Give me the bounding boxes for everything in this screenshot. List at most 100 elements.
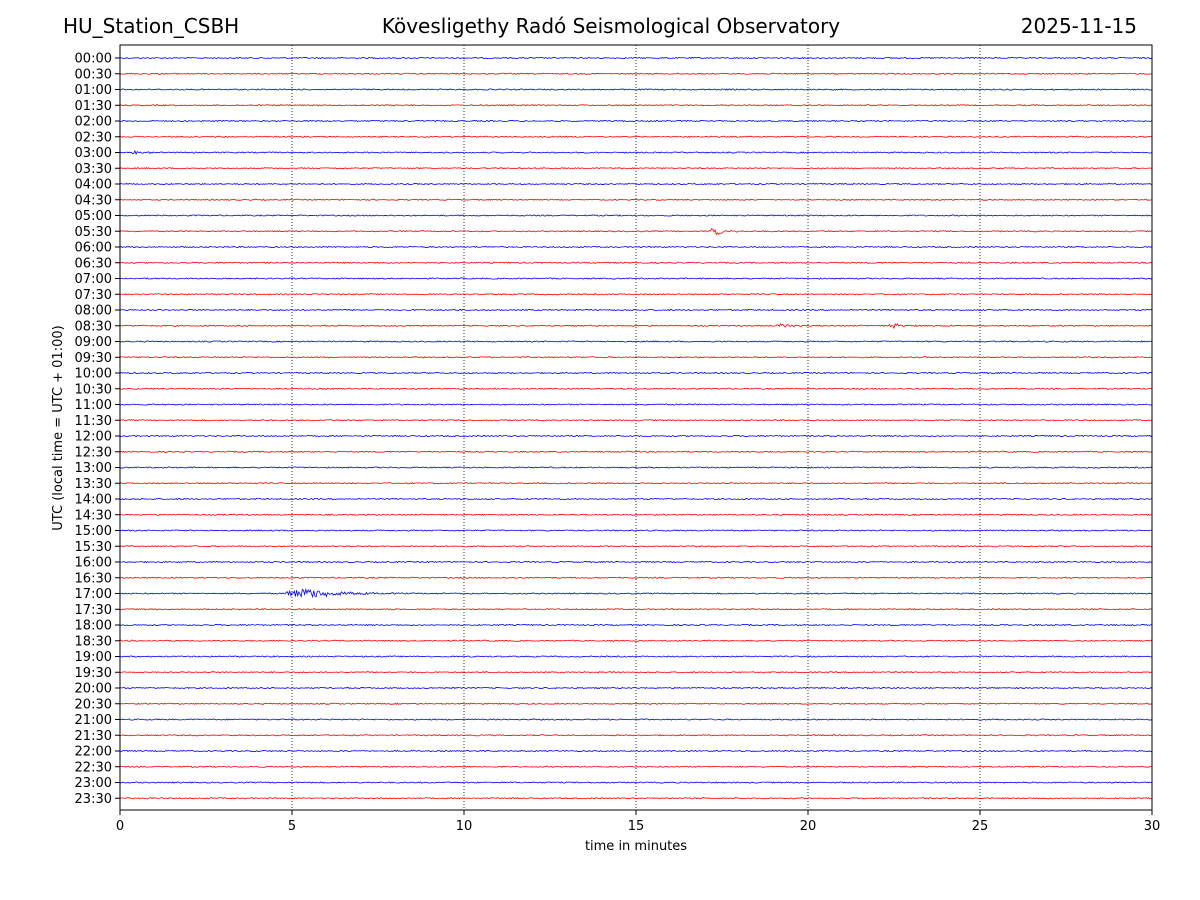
- trace-0630: [119, 261, 1153, 264]
- trace-1430: [119, 513, 1153, 516]
- y-tick-label: 20:30: [75, 697, 112, 712]
- trace-1730: [120, 608, 1153, 611]
- y-tick-label: 05:30: [75, 225, 112, 240]
- trace-1400: [119, 497, 1153, 501]
- y-axis-ticks: 00:0000:3001:0001:3002:0002:3003:0003:30…: [75, 52, 120, 807]
- trace-0230: [119, 135, 1153, 138]
- trace-0800: [119, 308, 1153, 312]
- trace-1130: [119, 419, 1153, 422]
- y-tick-label: 21:30: [75, 729, 112, 744]
- trace-0930: [119, 356, 1153, 359]
- trace-2030: [119, 702, 1153, 705]
- y-tick-label: 15:00: [75, 524, 112, 539]
- y-tick-label: 06:30: [75, 256, 112, 271]
- trace-0130: [119, 104, 1153, 107]
- trace-1630: [119, 576, 1153, 579]
- y-tick-label: 13:30: [75, 477, 112, 492]
- trace-1700: [119, 587, 1153, 599]
- trace-0900: [119, 340, 1153, 343]
- trace-0730: [119, 293, 1153, 296]
- x-axis-label: time in minutes: [585, 839, 687, 854]
- trace-2230: [119, 765, 1153, 768]
- trace-1830: [119, 639, 1153, 642]
- trace-1100: [119, 403, 1153, 406]
- y-tick-label: 06:00: [75, 241, 112, 256]
- y-tick-label: 17:00: [75, 587, 112, 602]
- trace-0600: [119, 245, 1153, 249]
- grid-lines: [291, 45, 981, 810]
- y-tick-label: 19:30: [75, 666, 112, 681]
- y-tick-label: 22:30: [75, 760, 112, 775]
- trace-0000: [119, 56, 1153, 60]
- y-tick-label: 16:00: [75, 556, 112, 571]
- trace-2330: [119, 797, 1153, 800]
- trace-1500: [119, 529, 1153, 532]
- y-tick-label: 01:00: [75, 83, 112, 98]
- y-tick-label: 21:00: [75, 713, 112, 728]
- trace-0530: [119, 228, 1153, 236]
- y-tick-label: 14:00: [75, 493, 112, 508]
- trace-1930: [119, 671, 1153, 674]
- chart-date: 2025-11-15: [1020, 14, 1137, 38]
- y-tick-label: 16:30: [75, 571, 112, 586]
- trace-0100: [119, 88, 1153, 91]
- y-tick-label: 15:30: [75, 540, 112, 555]
- y-tick-label: 09:00: [75, 335, 112, 350]
- y-tick-label: 03:30: [75, 162, 112, 177]
- x-tick-label: 25: [972, 819, 989, 834]
- y-tick-label: 01:30: [75, 99, 112, 114]
- x-tick-label: 10: [456, 819, 473, 834]
- trace-1530: [119, 545, 1153, 548]
- y-tick-label: 04:30: [75, 193, 112, 208]
- y-tick-label: 11:00: [75, 398, 112, 413]
- trace-1600: [119, 560, 1153, 564]
- y-tick-label: 17:30: [75, 603, 112, 618]
- x-tick-label: 15: [628, 819, 645, 834]
- trace-1900: [119, 655, 1153, 658]
- y-tick-label: 02:30: [75, 130, 112, 145]
- y-tick-label: 07:00: [75, 272, 112, 287]
- y-tick-label: 18:30: [75, 634, 112, 649]
- y-tick-label: 22:00: [75, 745, 112, 760]
- y-tick-label: 10:30: [75, 382, 112, 397]
- y-tick-label: 13:00: [75, 461, 112, 476]
- trace-0030: [119, 72, 1153, 75]
- y-tick-label: 19:00: [75, 650, 112, 665]
- y-tick-label: 11:30: [75, 414, 112, 429]
- y-tick-label: 04:00: [75, 178, 112, 193]
- trace-1330: [119, 482, 1153, 485]
- y-tick-label: 12:00: [75, 430, 112, 445]
- trace-1200: [119, 434, 1153, 438]
- y-tick-label: 08:00: [75, 304, 112, 319]
- trace-0200: [119, 119, 1153, 123]
- trace-0430: [119, 198, 1153, 201]
- trace-2130: [119, 734, 1153, 737]
- x-axis-ticks: 0 5 10 15 20 25 30: [116, 810, 1160, 834]
- station-name: HU_Station_CSBH: [63, 14, 240, 38]
- y-tick-label: 00:30: [75, 67, 112, 82]
- y-tick-label: 23:30: [75, 792, 112, 807]
- trace-2200: [119, 749, 1153, 753]
- y-tick-label: 12:30: [75, 445, 112, 460]
- trace-0330: [119, 167, 1153, 170]
- y-tick-label: 02:00: [75, 115, 112, 130]
- trace-1800: [119, 623, 1153, 627]
- chart-title: Kövesligethy Radó Seismological Observat…: [381, 14, 841, 38]
- trace-0700: [119, 277, 1153, 280]
- y-tick-label: 05:00: [75, 209, 112, 224]
- trace-0830: [119, 323, 1153, 330]
- y-tick-label: 00:00: [75, 52, 112, 67]
- trace-1300: [119, 466, 1153, 469]
- y-tick-label: 18:00: [75, 619, 112, 634]
- trace-2300: [119, 781, 1153, 784]
- y-axis-label: UTC (local time = UTC + 01:00): [51, 325, 66, 530]
- x-tick-label: 30: [1144, 819, 1161, 834]
- y-tick-label: 20:00: [75, 682, 112, 697]
- y-tick-label: 10:00: [75, 367, 112, 382]
- y-tick-label: 08:30: [75, 319, 112, 334]
- trace-0500: [119, 214, 1153, 217]
- x-tick-label: 20: [800, 819, 817, 834]
- trace-2100: [119, 718, 1153, 721]
- y-tick-label: 07:30: [75, 288, 112, 303]
